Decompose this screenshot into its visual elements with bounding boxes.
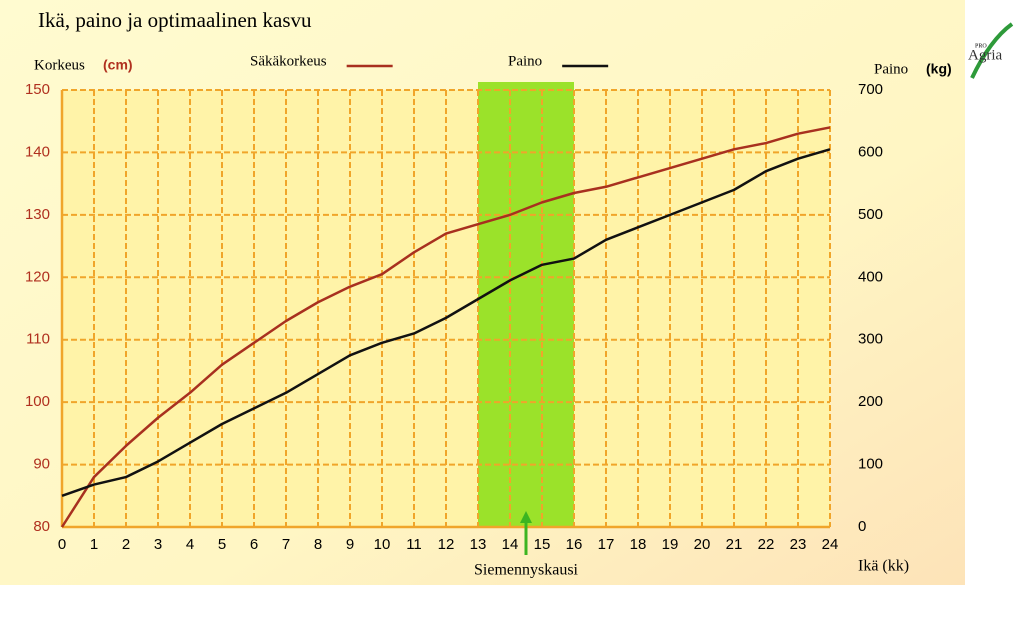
x-tick-label: 2: [122, 536, 130, 553]
x-tick-label: 0: [58, 536, 66, 553]
x-tick-label: 23: [790, 536, 807, 553]
x-tick-label: 18: [630, 536, 647, 553]
y-tick-label: 120: [25, 268, 50, 285]
x-tick-label: 22: [758, 536, 775, 553]
x-tick-label: 11: [406, 536, 422, 553]
plot: [60, 82, 831, 529]
x-tick-label: 17: [598, 536, 615, 553]
x-tick-label: 13: [470, 536, 487, 553]
x-tick-label: 20: [694, 536, 711, 553]
y2-tick-label: 700: [858, 81, 883, 98]
y-tick-label: 150: [25, 81, 50, 98]
x-tick-label: 19: [662, 536, 679, 553]
highlight-arrowhead: [520, 511, 532, 523]
y2-tick-label: 0: [858, 518, 866, 535]
series-line: [61, 148, 831, 497]
x-tick-label: 1: [90, 536, 98, 553]
x-tick-label: 7: [282, 536, 290, 553]
y2-tick-label: 200: [858, 393, 883, 410]
y2-axis-label: Paino: [874, 61, 908, 77]
x-tick-label: 5: [218, 536, 226, 553]
x-tick-label: 8: [314, 536, 322, 553]
highlight-label: Siemennyskausi: [474, 562, 579, 579]
y2-tick-label: 100: [858, 456, 883, 473]
x-tick-label: 3: [154, 536, 162, 553]
x-axis-label: Ikä (kk): [858, 558, 909, 575]
y2-axis-unit: (kg): [926, 61, 952, 77]
logo: PRO Agria: [968, 22, 1014, 79]
x-tick-label: 6: [250, 536, 258, 553]
y-tick-label: 110: [26, 331, 50, 348]
highlight-band: [478, 82, 574, 527]
y-axis-unit: (cm): [103, 57, 133, 73]
series-line: [60, 126, 831, 528]
y-tick-label: 80: [33, 518, 50, 535]
x-tick-label: 9: [346, 536, 354, 553]
y-axis-label: Korkeus: [34, 57, 85, 73]
x-tick-label: 16: [566, 536, 583, 553]
y2-tick-label: 500: [858, 206, 883, 223]
y-tick-label: 130: [25, 206, 50, 223]
y-tick-label: 140: [25, 143, 50, 160]
logo-leaf: [970, 22, 1014, 79]
x-tick-label: 4: [186, 536, 194, 553]
legend-label: Paino: [508, 53, 542, 69]
y2-tick-label: 600: [858, 143, 883, 160]
y2-tick-label: 300: [858, 331, 883, 348]
y2-tick-label: 400: [858, 268, 883, 285]
x-tick-label: 12: [438, 536, 455, 553]
y-tick-label: 100: [25, 393, 50, 410]
x-tick-label: 10: [374, 536, 391, 553]
x-tick-label: 14: [502, 536, 519, 553]
legend-label: Säkäkorkeus: [250, 53, 327, 69]
x-tick-label: 24: [822, 536, 839, 553]
x-tick-label: 15: [534, 536, 551, 553]
logo-text: Agria: [968, 47, 1002, 63]
chart-title: Ikä, paino ja optimaalinen kasvu: [38, 8, 312, 32]
x-tick-label: 21: [726, 536, 743, 553]
logo-small: PRO: [975, 43, 987, 49]
y-tick-label: 90: [33, 456, 50, 473]
